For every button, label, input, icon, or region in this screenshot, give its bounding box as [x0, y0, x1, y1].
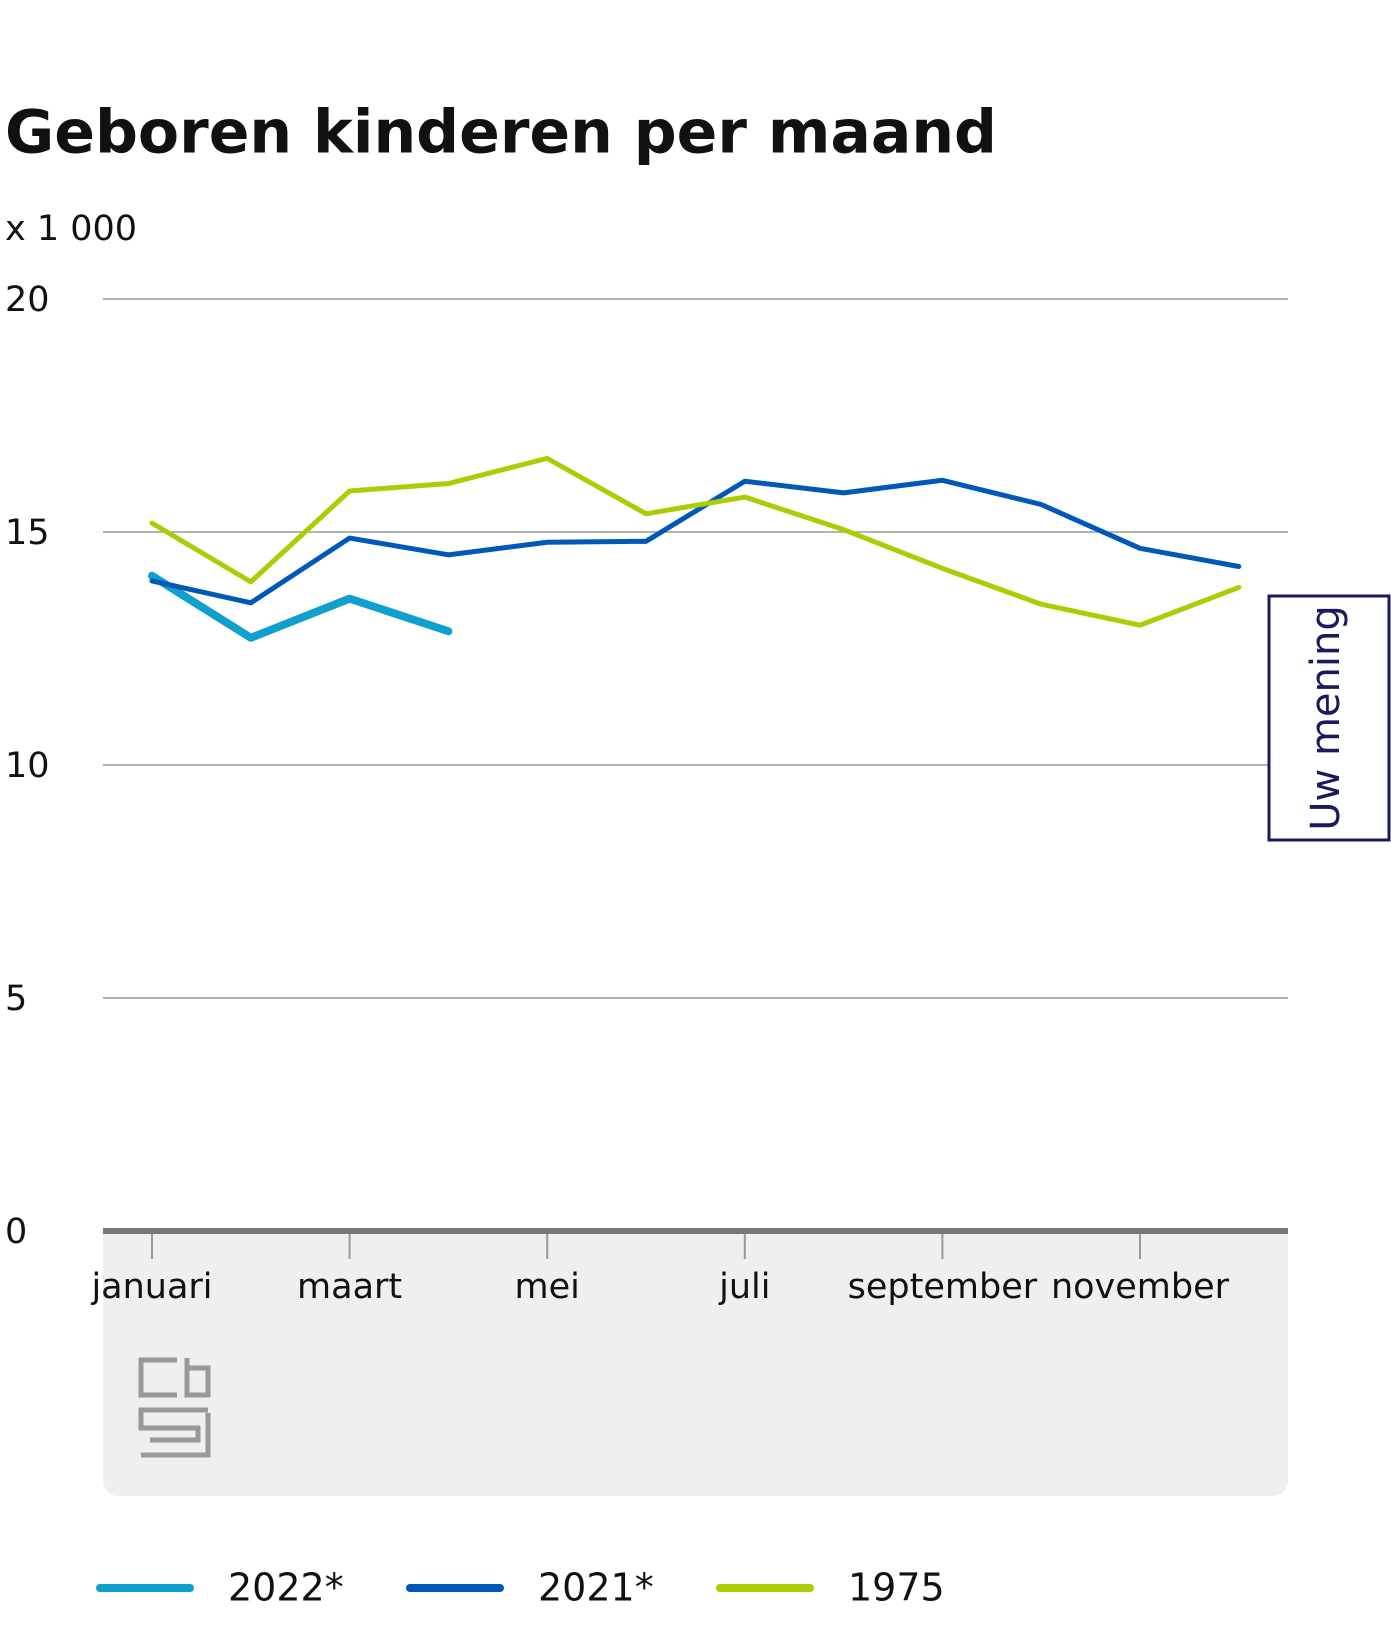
y-tick-label: 20 [5, 280, 50, 320]
y-tick-label: 10 [5, 746, 50, 786]
cbs-logo [138, 1357, 211, 1458]
y-tick-label: 0 [5, 1212, 27, 1252]
legend-label: 1975 [848, 1566, 945, 1610]
unit-label: x 1 000 [5, 209, 137, 249]
legend-label: 2021* [538, 1566, 654, 1610]
x-tick-label: maart [297, 1267, 402, 1307]
series-line [149, 477, 1242, 606]
series-line [149, 455, 1242, 628]
series-line [148, 571, 453, 642]
y-tick-label: 15 [5, 513, 50, 553]
footer-panel [103, 1231, 1288, 1496]
legend-label: 2022* [228, 1566, 344, 1610]
x-tick-label: mei [515, 1267, 580, 1307]
feedback-button[interactable]: Uw mening [1267, 594, 1391, 842]
feedback-box[interactable] [1267, 594, 1391, 842]
chart-title: Geboren kinderen per maand [5, 98, 997, 168]
feedback-label[interactable]: Uw mening [1303, 605, 1349, 831]
x-tick-label: juli [718, 1267, 770, 1307]
x-tick-label: september [848, 1267, 1038, 1307]
y-tick-label: 5 [5, 979, 27, 1019]
x-tick-label: november [1051, 1267, 1230, 1307]
x-tick-label: januari [90, 1267, 212, 1307]
